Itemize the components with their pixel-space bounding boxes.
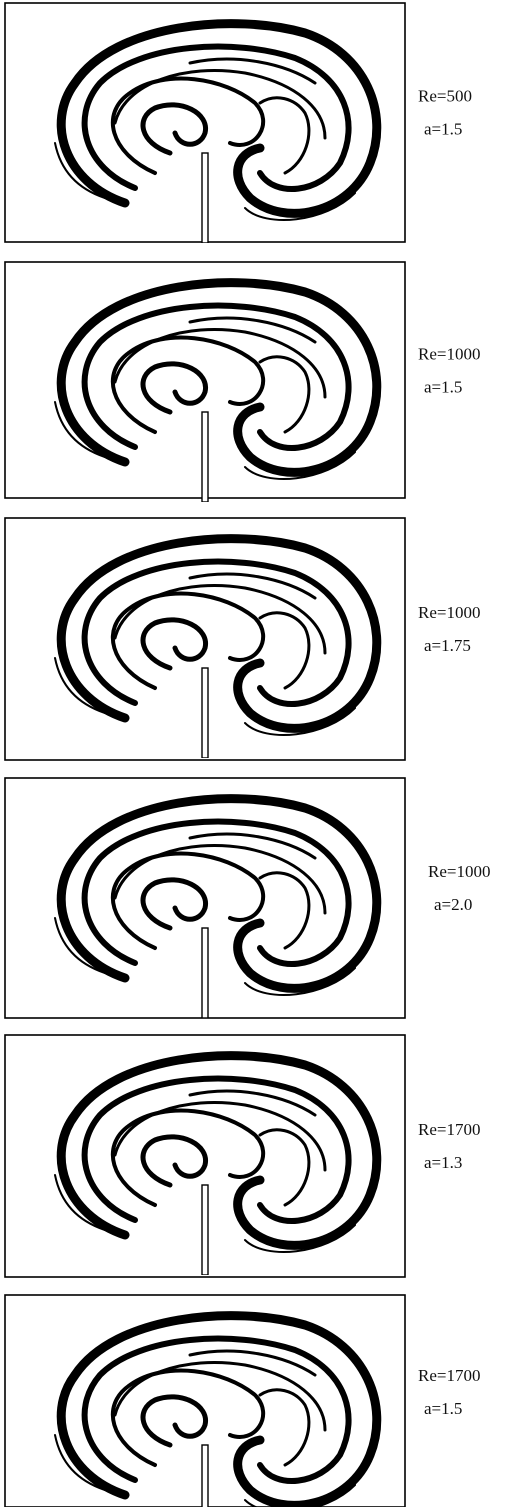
reynolds-label: Re=1000 (428, 862, 490, 881)
a-label: a=1.5 (424, 377, 462, 396)
reynolds-label: Re=1700 (418, 1120, 480, 1139)
reynolds-label: Re=1700 (418, 1366, 480, 1385)
figure: Re=500 a=1.5 Re=1000 a=1.5 Re=1000 a=1.75 Re=1… (0, 0, 518, 1507)
a-label: a=1.75 (424, 636, 471, 655)
page: Re=500 a=1.5 Re=1000 a=1.5 Re=1000 a=1.75 Re=1… (0, 0, 518, 1507)
reynolds-label: Re=1000 (418, 344, 480, 363)
a-label: a=1.3 (424, 1153, 462, 1172)
a-label: a=1.5 (424, 1399, 462, 1418)
a-label: a=1.5 (424, 120, 462, 139)
reynolds-label: Re=1000 (418, 603, 480, 622)
reynolds-label: Re=500 (418, 87, 472, 106)
a-label: a=2.0 (434, 895, 472, 914)
